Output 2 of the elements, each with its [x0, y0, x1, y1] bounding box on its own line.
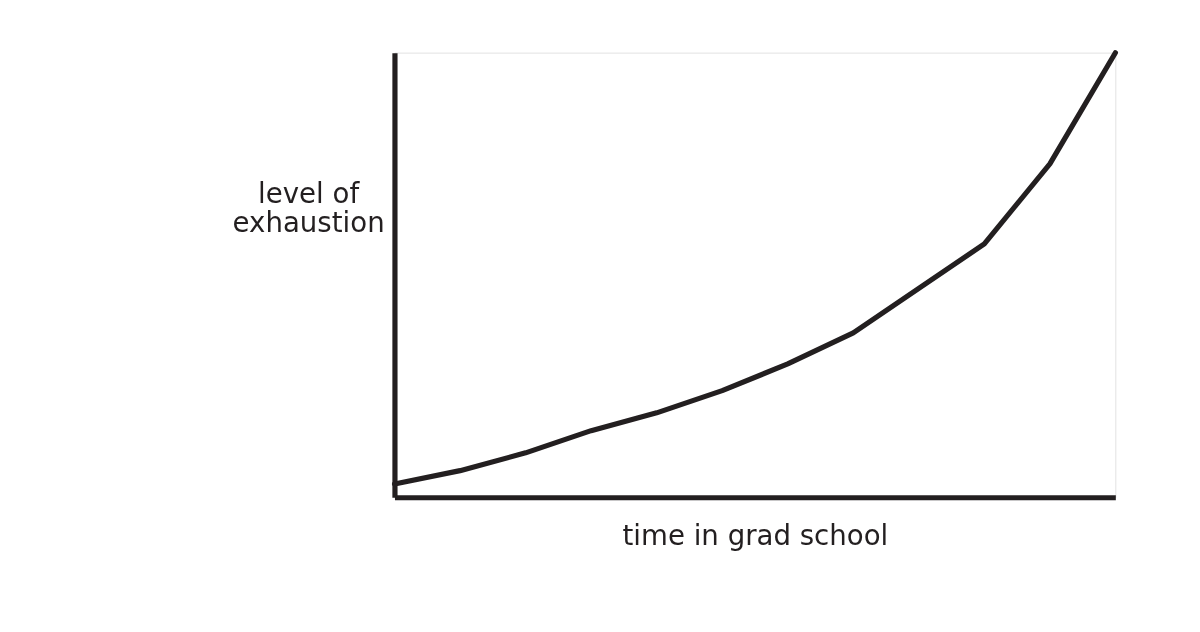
y-axis-title: level of exhaustion	[232, 176, 385, 239]
x-axis-title: time in grad school	[622, 519, 889, 553]
